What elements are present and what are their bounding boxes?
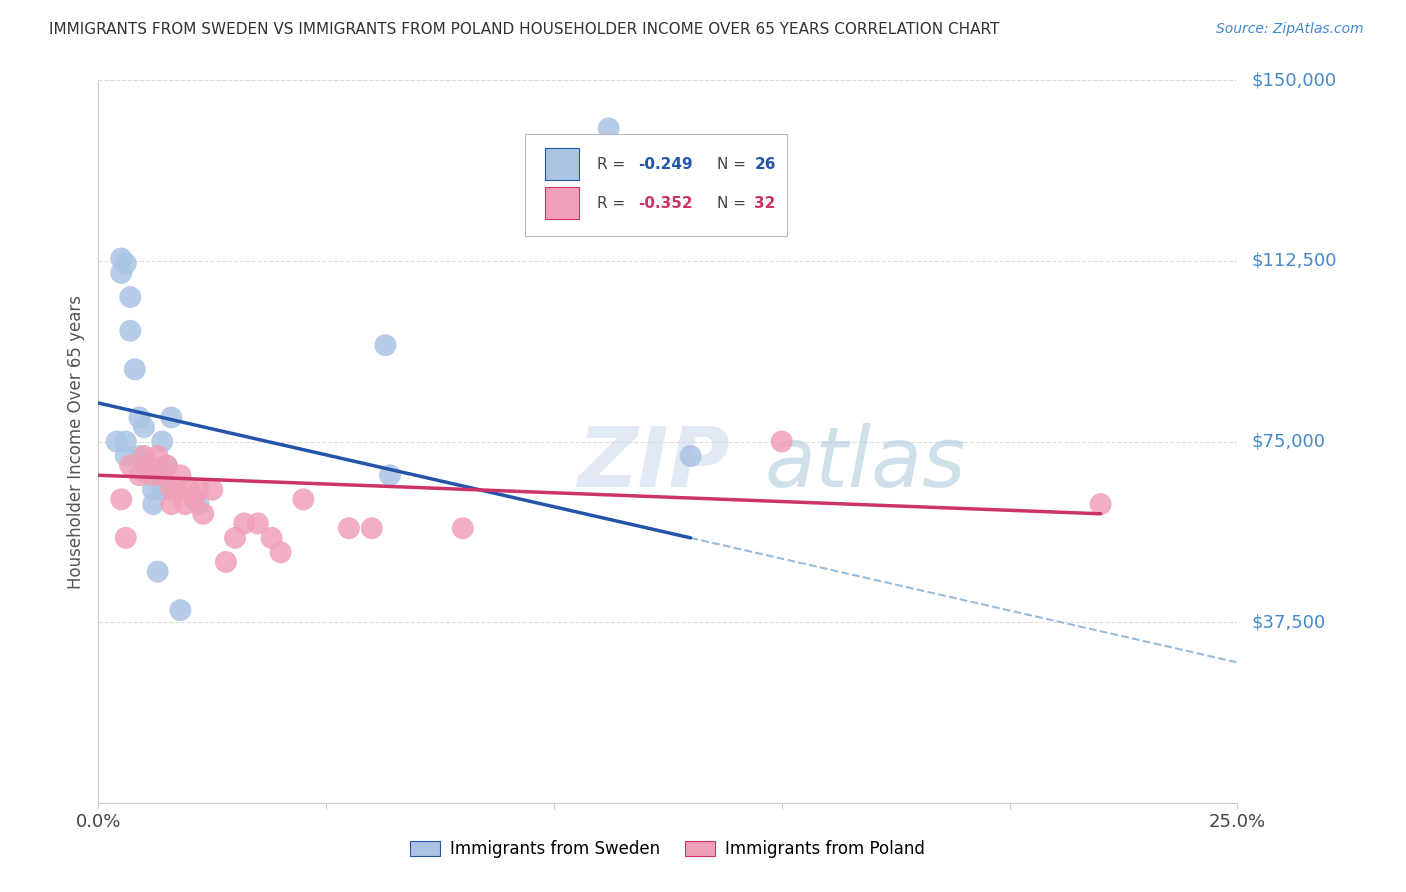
Point [120, 290, 142, 304]
Legend: Immigrants from Sweden, Immigrants from Poland: Immigrants from Sweden, Immigrants from … [402, 832, 934, 867]
FancyBboxPatch shape [526, 135, 787, 235]
Point [246, 516, 269, 531]
Point [270, 545, 292, 559]
Text: -0.249: -0.249 [638, 157, 693, 171]
Point [120, 324, 142, 338]
Point [114, 531, 136, 545]
Point [165, 483, 187, 497]
Point [138, 458, 160, 473]
Text: N =: N = [717, 195, 751, 211]
Point [142, 483, 165, 497]
Point [1090, 497, 1112, 511]
Text: Source: ZipAtlas.com: Source: ZipAtlas.com [1216, 22, 1364, 37]
Point [160, 410, 183, 425]
Point [174, 497, 197, 511]
Point [201, 483, 224, 497]
Point [138, 468, 160, 483]
FancyBboxPatch shape [546, 148, 579, 180]
Text: 32: 32 [755, 195, 776, 211]
Point [120, 458, 142, 473]
Point [128, 410, 150, 425]
Point [156, 458, 179, 473]
Point [146, 565, 169, 579]
Y-axis label: Householder Income Over 65 years: Householder Income Over 65 years [66, 294, 84, 589]
Point [124, 362, 146, 376]
Point [215, 555, 238, 569]
Text: ZIP: ZIP [576, 423, 730, 504]
Point [132, 420, 155, 434]
Text: 26: 26 [755, 157, 776, 171]
Point [193, 507, 215, 521]
Point [132, 449, 155, 463]
Point [378, 468, 401, 483]
Point [114, 256, 136, 270]
FancyBboxPatch shape [546, 187, 579, 219]
Text: $150,000: $150,000 [1251, 71, 1336, 89]
Point [114, 449, 136, 463]
Point [105, 434, 128, 449]
Text: atlas: atlas [765, 423, 966, 504]
Point [233, 516, 256, 531]
Text: N =: N = [717, 157, 751, 171]
Point [374, 338, 396, 352]
Point [360, 521, 382, 535]
Text: $112,500: $112,500 [1251, 252, 1337, 270]
Point [169, 468, 191, 483]
Point [179, 483, 201, 497]
Text: -0.352: -0.352 [638, 195, 693, 211]
Point [150, 468, 173, 483]
Point [128, 449, 150, 463]
Point [110, 492, 132, 507]
Point [770, 434, 793, 449]
Point [128, 468, 150, 483]
Point [260, 531, 283, 545]
Point [160, 497, 183, 511]
Point [146, 449, 169, 463]
Point [110, 266, 132, 280]
Text: $37,500: $37,500 [1251, 613, 1326, 632]
Point [679, 449, 702, 463]
Point [598, 121, 620, 136]
Point [114, 434, 136, 449]
Point [183, 492, 205, 507]
Point [156, 458, 179, 473]
Text: R =: R = [598, 195, 630, 211]
Point [169, 603, 191, 617]
Point [160, 483, 183, 497]
Point [150, 434, 173, 449]
Point [224, 531, 246, 545]
Point [187, 483, 209, 497]
Text: IMMIGRANTS FROM SWEDEN VS IMMIGRANTS FROM POLAND HOUSEHOLDER INCOME OVER 65 YEAR: IMMIGRANTS FROM SWEDEN VS IMMIGRANTS FRO… [49, 22, 1000, 37]
Point [142, 468, 165, 483]
Point [292, 492, 315, 507]
Point [337, 521, 360, 535]
Point [142, 497, 165, 511]
Point [110, 252, 132, 266]
Text: R =: R = [598, 157, 630, 171]
Point [150, 483, 173, 497]
Point [451, 521, 474, 535]
Point [187, 497, 209, 511]
Text: $75,000: $75,000 [1251, 433, 1326, 450]
